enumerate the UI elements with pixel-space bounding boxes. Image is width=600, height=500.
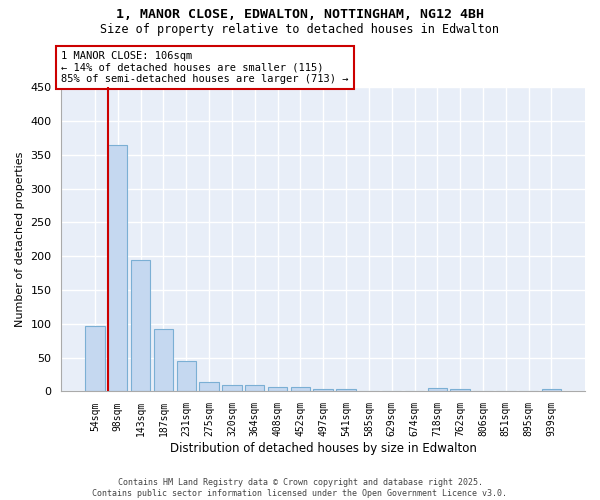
Bar bbox=[154, 328, 173, 392]
Bar bbox=[290, 388, 310, 392]
Bar bbox=[451, 389, 470, 392]
Bar bbox=[496, 391, 515, 392]
Bar bbox=[131, 260, 150, 392]
Bar bbox=[473, 391, 493, 392]
Text: Contains HM Land Registry data © Crown copyright and database right 2025.
Contai: Contains HM Land Registry data © Crown c… bbox=[92, 478, 508, 498]
Bar bbox=[337, 389, 356, 392]
Bar bbox=[313, 389, 333, 392]
Text: 1 MANOR CLOSE: 106sqm
← 14% of detached houses are smaller (115)
85% of semi-det: 1 MANOR CLOSE: 106sqm ← 14% of detached … bbox=[61, 51, 349, 84]
Bar bbox=[85, 326, 104, 392]
Bar bbox=[176, 361, 196, 392]
Bar bbox=[245, 384, 265, 392]
Text: Size of property relative to detached houses in Edwalton: Size of property relative to detached ho… bbox=[101, 22, 499, 36]
Bar bbox=[428, 388, 447, 392]
Bar bbox=[268, 388, 287, 392]
Bar bbox=[359, 391, 379, 392]
Y-axis label: Number of detached properties: Number of detached properties bbox=[15, 152, 25, 327]
Bar bbox=[519, 391, 538, 392]
Bar bbox=[542, 390, 561, 392]
Text: 1, MANOR CLOSE, EDWALTON, NOTTINGHAM, NG12 4BH: 1, MANOR CLOSE, EDWALTON, NOTTINGHAM, NG… bbox=[116, 8, 484, 20]
Bar bbox=[405, 391, 424, 392]
Bar bbox=[199, 382, 219, 392]
X-axis label: Distribution of detached houses by size in Edwalton: Distribution of detached houses by size … bbox=[170, 442, 476, 455]
Bar bbox=[222, 384, 242, 392]
Bar bbox=[382, 391, 401, 392]
Bar bbox=[108, 144, 127, 392]
